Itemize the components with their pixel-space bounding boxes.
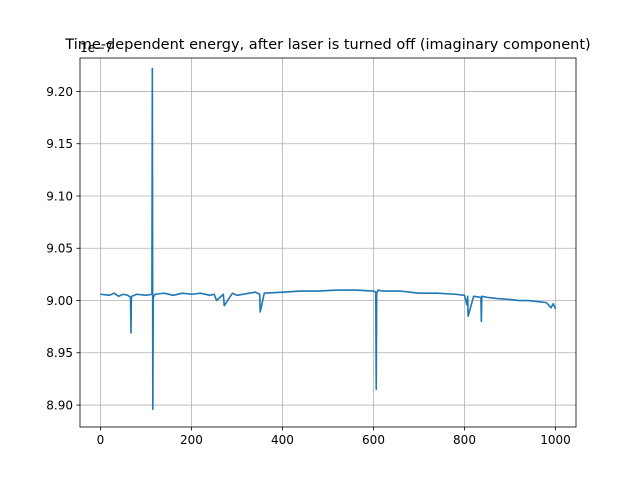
x-tick-label: 400 xyxy=(271,433,294,447)
x-tick-label: 1000 xyxy=(540,433,571,447)
y-tick-label: 8.95 xyxy=(46,346,73,360)
grid xyxy=(80,58,576,427)
series-line xyxy=(100,67,557,411)
y-tick-label: 9.15 xyxy=(46,137,73,151)
y-tick-label: 9.10 xyxy=(46,189,73,203)
x-tick-label: 200 xyxy=(180,433,203,447)
x-tick-label: 600 xyxy=(362,433,385,447)
y-tick-label: 9.00 xyxy=(46,294,73,308)
y-tick-label: 9.20 xyxy=(46,85,73,99)
ticks: 0 200 400 600 800 1000 8.90 8.95 9.00 9.05 9.10 9.1… xyxy=(46,85,571,447)
y-tick-label: 8.90 xyxy=(46,398,73,412)
series-layer xyxy=(100,67,557,411)
plot-frame xyxy=(79,57,577,428)
x-tick-label: 0 xyxy=(97,433,105,447)
chart-title: Time-dependent energy, after laser is tu… xyxy=(64,37,590,53)
y-tick-label: 9.05 xyxy=(46,242,73,256)
y-offset-label: 1e−7 xyxy=(80,41,113,55)
x-tick-label: 800 xyxy=(453,433,476,447)
